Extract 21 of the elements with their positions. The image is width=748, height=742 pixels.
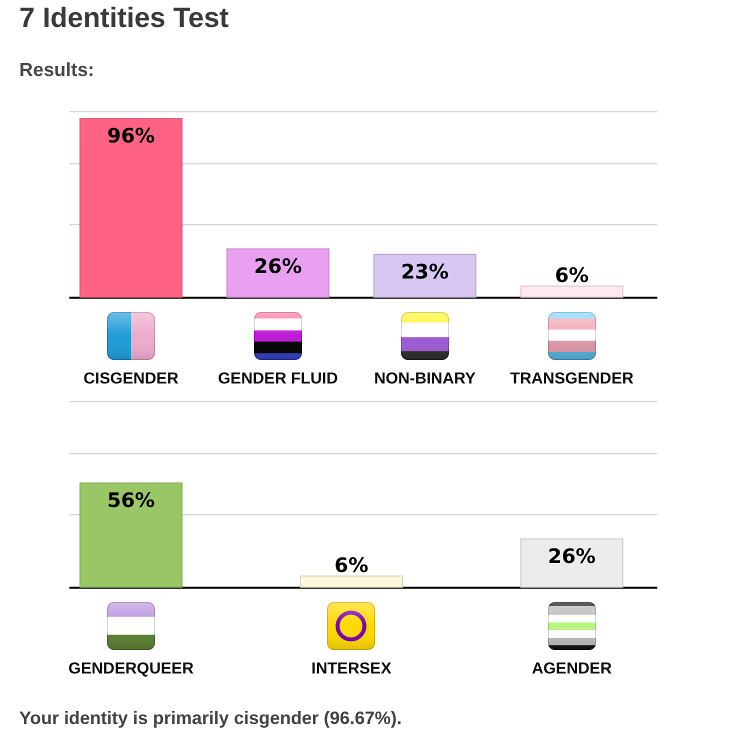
data-label: 26%	[254, 254, 302, 278]
data-label: 6%	[334, 553, 368, 578]
x-tick-label: NON-BINARY	[374, 370, 476, 388]
data-label: 26%	[548, 544, 596, 568]
x-tick-label: TRANSGENDER	[510, 370, 634, 388]
x-tick-label: AGENDER	[532, 660, 612, 678]
x-tick-label: CISGENDER	[83, 370, 179, 388]
data-label: 96%	[107, 124, 155, 148]
bar	[520, 286, 624, 298]
chart-title: 7 Identities Test	[19, 2, 229, 34]
data-label: 6%	[554, 263, 589, 288]
bar	[80, 118, 182, 298]
x-tick-label: GENDER FLUID	[218, 370, 338, 388]
x-tick-label: GENDERQUEER	[68, 660, 194, 678]
data-label: 23%	[400, 259, 449, 284]
x-tick-label: INTERSEX	[311, 660, 392, 678]
chart-subtitle: Results:	[19, 60, 94, 82]
text: Your identity is primarily cisgender (96.67%).	[19, 708, 402, 728]
bar	[373, 254, 476, 298]
bar	[226, 248, 330, 298]
data-label: 56%	[107, 488, 155, 512]
